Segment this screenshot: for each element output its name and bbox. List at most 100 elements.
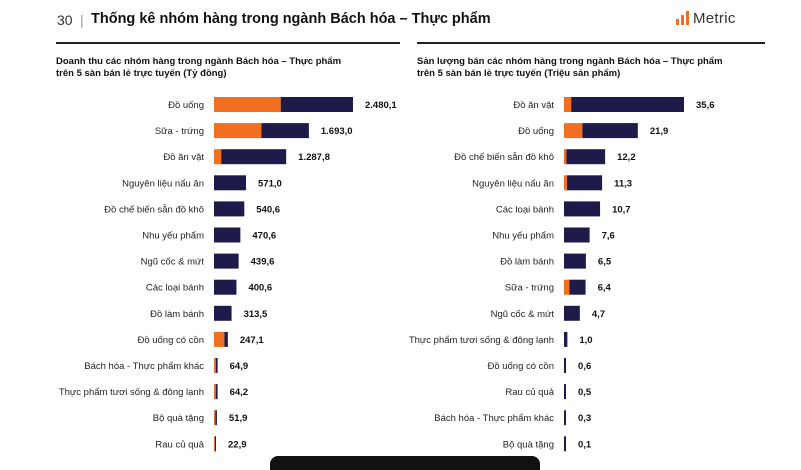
bar-segment-orange (564, 149, 567, 165)
title-separator: | (80, 12, 84, 28)
bar-segment-navy (564, 253, 586, 269)
bar-segment-navy (214, 201, 245, 217)
value-label: 21,9 (650, 126, 669, 137)
category-label: Ngũ cốc & mứt (141, 257, 205, 268)
value-label: 51,9 (229, 413, 248, 424)
page-title: Thống kê nhóm hàng trong ngành Bách hóa … (91, 11, 491, 27)
value-label: 64,9 (230, 361, 249, 372)
bar-segment-navy (564, 305, 580, 321)
category-label: Nhu yếu phẩm (492, 231, 554, 242)
bar-segment-orange (214, 410, 216, 426)
bar-segment-navy (569, 279, 586, 295)
bar-segment-orange (564, 279, 570, 295)
bar-chart-logo-icon (676, 11, 689, 25)
value-label: 64,2 (230, 387, 249, 398)
bar-segment-navy (564, 410, 566, 426)
metric-logo[interactable]: Metric (676, 8, 736, 28)
category-label: Đồ làm bánh (500, 257, 554, 268)
bar-segment-navy (221, 149, 287, 165)
category-label: Các loại bánh (496, 204, 554, 215)
value-label: 10,7 (612, 204, 631, 215)
bar-segment-navy (567, 175, 603, 191)
category-label: Đồ uống có cồn (487, 361, 554, 372)
category-label: Đồ chế biến sẵn đồ khô (104, 204, 204, 215)
value-label: 247,1 (240, 335, 264, 346)
value-label: 1.287,8 (298, 152, 330, 163)
category-label: Bộ quà tặng (503, 439, 554, 450)
bar-segment-navy (261, 123, 309, 139)
value-label: 540,6 (256, 204, 280, 215)
bar-segment-navy (214, 253, 239, 269)
value-label: 22,9 (228, 439, 247, 450)
value-label: 470,6 (252, 231, 276, 242)
value-label: 1.693,0 (321, 126, 353, 137)
bar-segment-navy (224, 331, 228, 347)
bar-segment-navy (566, 149, 606, 165)
value-label: 1,0 (579, 335, 592, 346)
value-label: 0,6 (578, 361, 591, 372)
value-label: 11,3 (614, 178, 632, 189)
bar-segment-navy (564, 436, 566, 452)
bar-segment-navy (214, 175, 247, 191)
bar-segment-navy (215, 436, 216, 452)
category-label: Bách hóa - Thực phẩm khác (434, 413, 554, 424)
category-label: Sữa - trứng (505, 283, 554, 294)
category-label: Sữa - trứng (155, 126, 204, 137)
bar-segment-navy (214, 227, 241, 243)
bar-segment-navy (280, 97, 353, 112)
bottom-decorative-shape (270, 456, 540, 470)
category-label: Nguyên liệu nấu ăn (472, 178, 554, 189)
bar-segment-navy (564, 227, 590, 243)
category-label: Nguyên liệu nấu ăn (122, 178, 204, 189)
value-label: 2.480,1 (365, 100, 397, 111)
right-chart-divider (417, 42, 765, 44)
bar-segment-orange (214, 331, 225, 347)
value-label: 35,6 (696, 100, 715, 111)
volume-chart-title: Sản lượng bán các nhóm hàng trong ngành … (417, 56, 723, 79)
category-label: Rau củ quả (505, 387, 554, 398)
category-label: Đồ làm bánh (150, 309, 204, 320)
value-label: 7,6 (602, 231, 615, 242)
bar-segment-orange (564, 97, 572, 112)
category-label: Đồ chế biến sẵn đồ khô (454, 152, 554, 163)
category-label: Nhu yếu phẩm (142, 231, 204, 242)
value-label: 313,5 (244, 309, 268, 320)
category-label: Thực phẩm tươi sống & đông lạnh (409, 335, 554, 346)
value-label: 571,0 (258, 178, 282, 189)
slide-header: 30 | Thống kê nhóm hàng trong ngành Bách… (0, 0, 801, 40)
bar-segment-orange (214, 97, 281, 112)
value-label: 0,5 (578, 387, 592, 398)
value-label: 0,3 (578, 413, 591, 424)
category-label: Đồ ăn vặt (163, 152, 204, 163)
category-label: Rau củ quả (155, 439, 204, 450)
bar-segment-navy (564, 201, 601, 217)
bar-segment-navy (582, 123, 638, 139)
category-label: Đồ uống có cồn (137, 335, 204, 346)
category-label: Đồ ăn vặt (513, 100, 554, 111)
value-label: 400,6 (248, 283, 272, 294)
bar-segment-navy (564, 358, 567, 373)
category-label: Đồ uống (168, 100, 204, 111)
category-label: Các loại bánh (146, 283, 204, 294)
bar-segment-orange (214, 358, 216, 373)
bar-segment-navy (564, 331, 568, 347)
bar-segment-navy (564, 384, 566, 400)
revenue-chart-title: Doanh thu các nhóm hàng trong ngành Bách… (56, 56, 342, 79)
bar-segment-orange (564, 123, 583, 139)
bar-segment-navy (215, 358, 218, 373)
value-label: 4,7 (592, 309, 605, 320)
category-label: Bách hóa - Thực phẩm khác (84, 361, 204, 372)
value-label: 6,4 (598, 283, 612, 294)
category-label: Đồ uống (518, 126, 554, 137)
page-number: 30 (57, 12, 73, 28)
value-label: 0,1 (578, 439, 592, 450)
bar-segment-navy (214, 305, 232, 321)
value-label: 12,2 (617, 152, 636, 163)
category-label: Bộ quà tặng (153, 413, 204, 424)
category-label: Ngũ cốc & mứt (491, 309, 555, 320)
value-label: 6,5 (598, 257, 612, 268)
bar-segment-orange (214, 384, 216, 400)
logo-text: Metric (693, 9, 736, 27)
